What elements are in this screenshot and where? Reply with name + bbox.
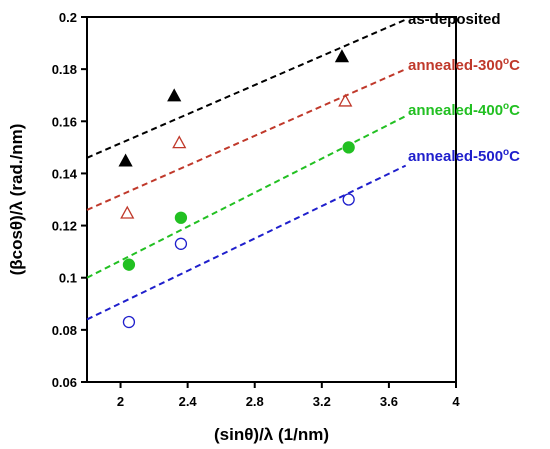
y-tick-label: 0.06 (52, 375, 77, 390)
fit-line-annealed-300 (86, 68, 407, 211)
legend-label-annealed-500: annealed-500oC (408, 147, 520, 165)
data-point-annealed-500 (122, 315, 136, 329)
x-tick-label: 2.8 (246, 394, 264, 409)
data-point-annealed-400 (342, 141, 355, 154)
fit-line-annealed-500 (86, 164, 407, 321)
legend: as-deposited annealed-300oC annealed-400oC… (408, 11, 520, 165)
data-point-as-deposited (167, 88, 182, 102)
fit-line-as-deposited (86, 18, 407, 159)
plot-area (86, 16, 457, 383)
y-tick-label: 0.14 (52, 166, 78, 181)
data-point-annealed-500 (342, 193, 355, 206)
x-axis-title: (sinθ)/λ (1/nm) (214, 425, 329, 444)
y-tick-label: 0.16 (52, 114, 77, 129)
fit-lines (86, 18, 407, 321)
data-point-annealed-300 (338, 93, 353, 107)
data-point-annealed-400 (174, 211, 188, 224)
x-tick-label: 2 (117, 394, 124, 409)
data-point-annealed-300 (120, 205, 135, 219)
plot-frame (86, 16, 457, 383)
y-axis-title: (βcosθ)/λ (rad./nm) (7, 124, 26, 276)
y-tick-label: 0.08 (52, 323, 77, 338)
markers (118, 49, 355, 329)
y-tick-label: 0.12 (52, 219, 77, 234)
legend-label-annealed-400: annealed-400oC (408, 101, 520, 119)
axes: 2 2.4 2.8 3.2 3.6 4 0.06 0.08 0.1 0.12 0.14 0.16 0.1… (52, 10, 461, 409)
x-tick-label: 3.6 (380, 394, 398, 409)
y-tick-label: 0.1 (59, 271, 77, 286)
x-tick-label: 4 (452, 394, 460, 409)
data-point-as-deposited (334, 49, 350, 63)
x-tick-label: 2.4 (179, 394, 198, 409)
legend-label-as-deposited: as-deposited (408, 11, 501, 28)
y-tick-label: 0.2 (59, 10, 77, 25)
data-point-annealed-300 (172, 135, 187, 149)
legend-label-annealed-300: annealed-300oC (408, 56, 520, 74)
data-point-annealed-500 (174, 237, 188, 250)
x-tick-label: 3.2 (313, 394, 331, 409)
data-point-annealed-400 (122, 258, 136, 271)
y-tick-label: 0.18 (52, 62, 77, 77)
data-point-as-deposited (118, 153, 133, 167)
